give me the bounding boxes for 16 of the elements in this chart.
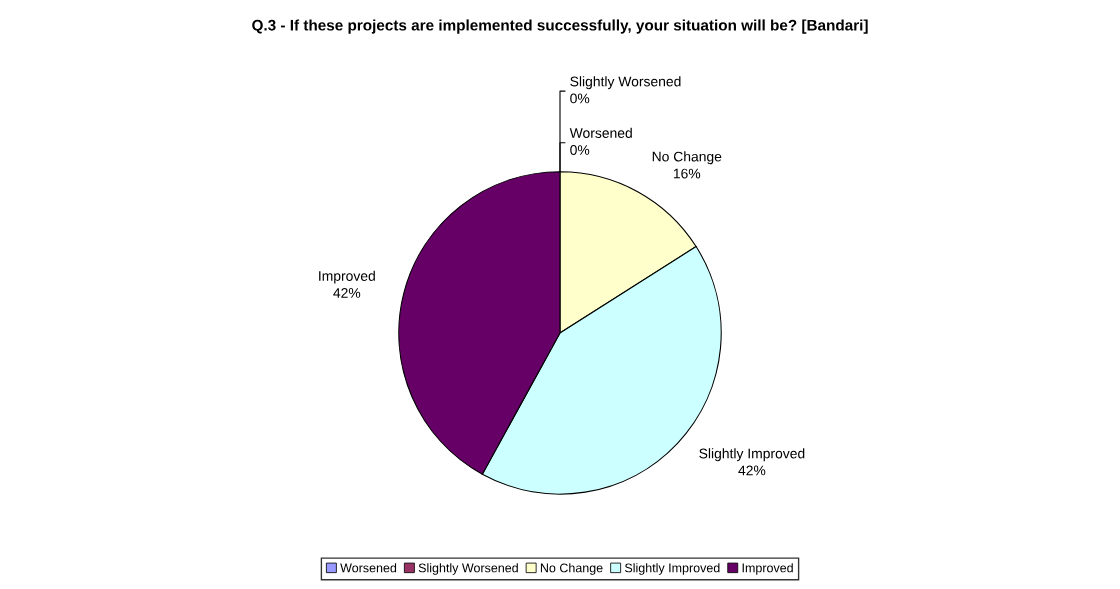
legend-label: Improved [742, 563, 793, 575]
legend-label: Worsened [340, 563, 397, 573]
slice-label: Improved [319, 270, 375, 284]
text: 0% [570, 145, 590, 155]
text: 0% [570, 93, 590, 104]
legend-label: Slightly Worsened [418, 563, 518, 575]
data-label: 42% [333, 288, 361, 298]
category-label: Worsened [569, 127, 632, 138]
slice-label: Slightly Improved [699, 448, 805, 462]
legend-label: Slightly Improved [624, 563, 720, 575]
data-label: 42% [738, 465, 766, 476]
data-label: 16% [673, 168, 701, 179]
slice-label: No Change [652, 151, 722, 165]
chart-title: Q.3 - If these projects are implemented successfully, your situation will be? [Bandari] [252, 19, 868, 34]
legend-label: No Change [540, 563, 603, 575]
category-label: Slightly Worsened [570, 76, 681, 90]
